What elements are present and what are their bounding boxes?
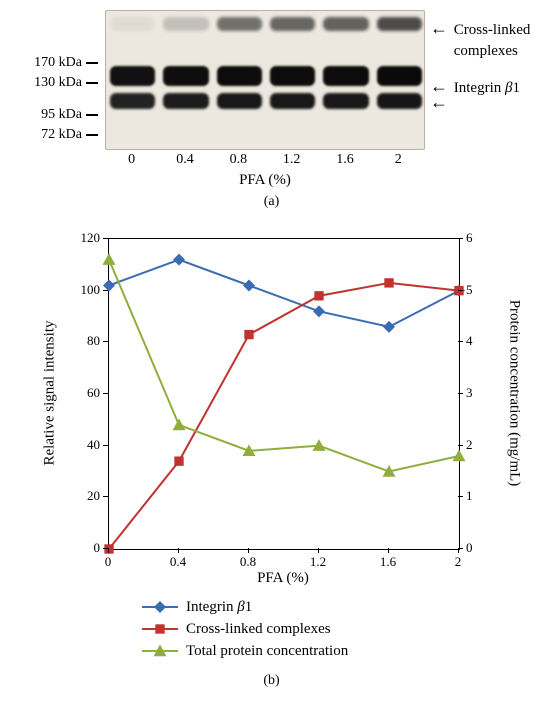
chart-marker: [173, 419, 186, 431]
blot-x-ticks: 00.40.81.21.62: [105, 152, 425, 168]
chart-y-left-label: Relative signal intensity: [42, 321, 59, 466]
chart-x-label: PFA (%): [108, 570, 458, 587]
callout-crosslinked: ← Cross-linked ← complexes: [430, 18, 530, 60]
chart-y-right-label: Protein concentration (mg/mL): [506, 300, 523, 487]
chart-x-tick: 0.8: [236, 554, 260, 570]
legend-label: Total protein concentration: [186, 643, 348, 660]
blot-lane: [106, 11, 159, 149]
blot-x-label: PFA (%): [105, 172, 425, 189]
blot-lane: [373, 11, 425, 149]
mw-marker: 130 kDa: [20, 75, 98, 91]
chart-x-tick: 2: [446, 554, 470, 570]
chart-y-left-tick: 60: [87, 385, 100, 401]
blot-x-tick: 0.8: [212, 152, 265, 168]
chart-marker: [173, 254, 185, 266]
callout-integrin: ← ← Integrin β1: [430, 76, 520, 97]
chart-plot-area: [108, 238, 460, 550]
chart-y-right-tick: 6: [466, 230, 473, 246]
chart-marker: [174, 456, 183, 465]
blot-x-tick: 2: [372, 152, 425, 168]
chart-marker: [454, 286, 463, 295]
callout-integrin-label: Integrin β1: [454, 80, 520, 96]
panel-a: 170 kDa 130 kDa 95 kDa 72 kDa ← Cross-linke…: [0, 0, 543, 210]
chart-y-right-tick: 3: [466, 385, 473, 401]
chart-legend: Integrin β1 Cross-linked complexes Total p…: [140, 596, 348, 662]
chart-marker: [383, 321, 395, 333]
chart-marker: [243, 280, 255, 292]
chart-x-tick: 1.6: [376, 554, 400, 570]
chart-y-right-tick: 4: [466, 333, 473, 349]
legend-item: Integrin β1: [140, 596, 348, 618]
legend-item: Cross-linked complexes: [140, 618, 348, 640]
blot-lane: [266, 11, 319, 149]
legend-label: Integrin β1: [186, 599, 252, 616]
arrow-icon: ←: [430, 18, 448, 38]
panel-b: Relative signal intensity Protein concen…: [30, 228, 525, 708]
chart-y-left-tick: 40: [87, 437, 100, 453]
blot-x-tick: 1.6: [318, 152, 371, 168]
chart-y-left-tick: 20: [87, 488, 100, 504]
chart-y-right-tick: 1: [466, 488, 473, 504]
western-blot: [105, 10, 425, 150]
chart-series-line: [109, 260, 459, 472]
chart-y-right-tick: 2: [466, 437, 473, 453]
chart-y-left-tick: 120: [81, 230, 101, 246]
blot-x-tick: 0.4: [158, 152, 211, 168]
panel-a-caption: (a): [0, 194, 543, 210]
mw-marker: 72 kDa: [20, 127, 98, 143]
callout-crosslinked-label-2: complexes: [454, 43, 518, 59]
chart-marker: [313, 305, 325, 317]
chart-marker: [384, 278, 393, 287]
blot-x-tick: 0: [105, 152, 158, 168]
chart-x-tick: 0: [96, 554, 120, 570]
chart-y-left-tick: 100: [81, 282, 101, 298]
chart-x-tick: 1.2: [306, 554, 330, 570]
panel-b-caption: (b): [0, 673, 543, 689]
figure-root: 170 kDa 130 kDa 95 kDa 72 kDa ← Cross-linke…: [0, 0, 543, 690]
callout-crosslinked-label-1: Cross-linked: [454, 22, 531, 38]
chart-series-line: [109, 283, 459, 549]
chart-marker: [314, 291, 323, 300]
mw-marker: 170 kDa: [20, 55, 98, 71]
blot-lane: [319, 11, 372, 149]
blot-lane: [213, 11, 266, 149]
chart-marker: [453, 450, 466, 462]
mw-marker: 95 kDa: [20, 107, 98, 123]
chart-marker: [103, 253, 116, 265]
chart-y-right-tick: 5: [466, 282, 473, 298]
chart-marker: [104, 544, 113, 553]
legend-label: Cross-linked complexes: [186, 621, 331, 638]
arrow-icon: ←: [430, 92, 448, 113]
chart-y-left-tick: 80: [87, 333, 100, 349]
blot-lane: [159, 11, 212, 149]
blot-x-tick: 1.2: [265, 152, 318, 168]
chart-marker: [244, 330, 253, 339]
chart-x-tick: 0.4: [166, 554, 190, 570]
legend-item: Total protein concentration: [140, 640, 348, 662]
chart-series-line: [109, 260, 459, 327]
